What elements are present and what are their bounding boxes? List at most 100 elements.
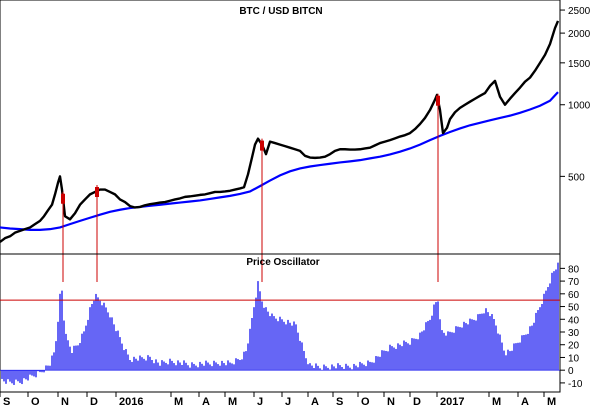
oscillator-bar	[183, 360, 185, 371]
oscillator-bar	[549, 283, 551, 371]
oscillator-bar	[355, 365, 357, 371]
oscillator-bar	[345, 363, 347, 371]
oscillator-bar	[433, 304, 435, 371]
oscillator-bar	[259, 291, 261, 371]
oscillator-bar	[157, 362, 159, 371]
oscillator-bar	[285, 324, 287, 371]
oscillator-bar	[311, 365, 313, 371]
oscillator-bar	[241, 359, 243, 371]
oscillator-bar	[501, 342, 503, 371]
oscillator-bar	[261, 301, 263, 371]
oscillator-bar	[185, 362, 187, 371]
oscillator-bar	[37, 370, 39, 372]
oscillator-bar	[313, 368, 315, 371]
oscillator-y-tick-label: 0	[568, 366, 574, 377]
oscillator-bar	[215, 362, 217, 371]
oscillator-bar	[403, 340, 405, 371]
oscillator-bar	[443, 332, 445, 371]
oscillator-bar	[505, 355, 507, 371]
oscillator-y-tick-label: 60	[568, 290, 580, 301]
oscillator-bar	[531, 325, 533, 371]
price-y-axis: 2500 2000 1500 1000 500	[560, 6, 591, 183]
oscillator-bar	[525, 334, 527, 371]
oscillator-bar	[481, 313, 483, 371]
x-tick-label: M	[492, 396, 501, 407]
x-tick-label: M	[228, 396, 237, 407]
oscillator-bar	[169, 358, 171, 371]
oscillator-bar	[179, 362, 181, 371]
oscillator-bar	[109, 317, 111, 371]
oscillator-bar	[473, 319, 475, 371]
oscillator-bar	[97, 297, 99, 371]
oscillator-bar	[149, 356, 151, 371]
oscillator-bar	[63, 320, 65, 371]
oscillator-bar	[33, 370, 35, 377]
oscillator-bar	[141, 357, 143, 371]
oscillator-bar	[195, 365, 197, 371]
oscillator-bar	[129, 360, 131, 371]
oscillator-bar	[61, 290, 63, 371]
oscillator-bar	[15, 370, 17, 380]
oscillator-bar	[535, 312, 537, 371]
oscillator-y-tick-label: 10	[568, 353, 580, 364]
oscillator-bar	[341, 367, 343, 371]
oscillator-bar	[411, 338, 413, 371]
oscillator-bar	[425, 322, 427, 371]
oscillator-bar	[299, 340, 301, 371]
oscillator-bar	[523, 335, 525, 371]
oscillator-bar	[1, 370, 3, 379]
oscillator-bar	[35, 370, 37, 378]
oscillator-bar	[377, 356, 379, 371]
oscillator-bar	[111, 317, 113, 371]
x-tick-label: J	[257, 396, 263, 407]
oscillator-bar	[455, 326, 457, 371]
oscillator-bar	[135, 358, 137, 371]
oscillator-bar	[363, 364, 365, 371]
x-tick-label: D	[413, 396, 421, 407]
oscillator-bar	[221, 360, 223, 371]
oscillator-bar	[119, 337, 121, 371]
oscillator-bar	[423, 330, 425, 371]
x-tick-label: J	[285, 396, 291, 407]
oscillator-bar	[353, 363, 355, 371]
price-line	[0, 20, 560, 243]
oscillator-bars	[0, 262, 560, 385]
oscillator-bar	[499, 334, 501, 371]
price-y-tick-label: 1500	[568, 59, 591, 70]
oscillator-bar	[413, 338, 415, 371]
oscillator-bar	[453, 332, 455, 371]
oscillator-bar	[401, 346, 403, 371]
oscillator-bar	[267, 311, 269, 371]
oscillator-bar	[187, 365, 189, 371]
oscillator-bar	[469, 318, 471, 371]
oscillator-bar	[519, 342, 521, 371]
oscillator-bar	[151, 360, 153, 371]
oscillator-bar	[479, 313, 481, 371]
oscillator-bar	[153, 363, 155, 371]
oscillator-bar	[57, 321, 59, 371]
oscillator-bar	[207, 362, 209, 371]
oscillator-bar	[89, 307, 91, 371]
oscillator-bar	[249, 328, 251, 371]
oscillator-bar	[123, 350, 125, 371]
oscillator-bar	[389, 344, 391, 371]
oscillator-bar	[289, 322, 291, 371]
oscillator-bar	[101, 305, 103, 371]
oscillator-bar	[383, 350, 385, 371]
oscillator-bar	[53, 352, 55, 371]
oscillator-bar	[277, 321, 279, 371]
oscillator-bar	[301, 342, 303, 371]
oscillator-bar	[385, 350, 387, 371]
oscillator-bar	[393, 347, 395, 371]
x-tick-label: M	[547, 396, 556, 407]
oscillator-bar	[43, 370, 45, 373]
oscillator-bar	[275, 318, 277, 371]
oscillator-bar	[177, 360, 179, 371]
oscillator-bar	[545, 290, 547, 371]
oscillator-bar	[55, 341, 57, 371]
oscillator-bar	[5, 370, 7, 384]
oscillator-bar	[297, 332, 299, 371]
signal-markers	[61, 93, 440, 282]
oscillator-bar	[291, 325, 293, 371]
